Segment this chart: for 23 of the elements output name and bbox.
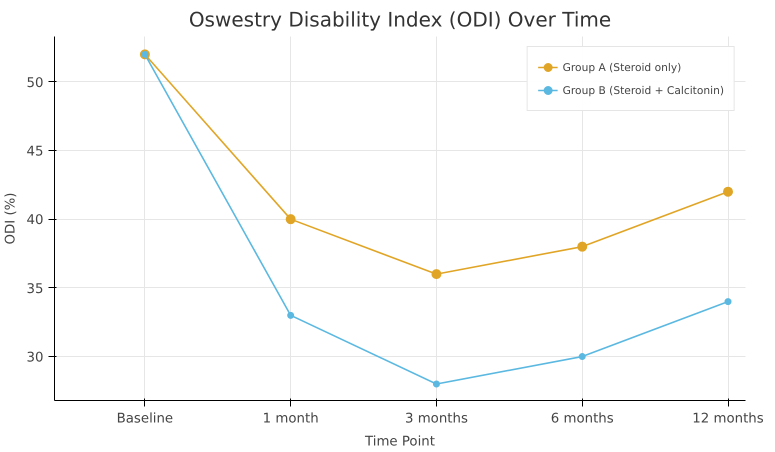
x-tick-label: 1 month xyxy=(262,412,319,426)
point xyxy=(287,312,294,319)
y-tick-label: 40 xyxy=(26,213,44,228)
x-tick-label: Baseline xyxy=(116,412,174,426)
x-tick-label: 3 months xyxy=(404,412,468,426)
y-tick-label: 35 xyxy=(26,282,44,297)
y-tick-label: 30 xyxy=(26,350,44,366)
point xyxy=(431,269,442,280)
point xyxy=(432,380,440,388)
y-axis-title: ODI (%) xyxy=(4,192,19,244)
point xyxy=(286,214,296,224)
x-axis-title: Time Point xyxy=(364,434,435,450)
y-tick-label: 50 xyxy=(26,76,44,91)
point xyxy=(723,186,734,197)
legend-label: Group B (Steroid + Calcitonin) xyxy=(562,84,724,96)
x-tick-label: 6 months xyxy=(550,412,614,426)
point xyxy=(577,242,588,252)
y-tick-label: 45 xyxy=(26,144,44,160)
legend-label: Group A (Steroid only) xyxy=(562,60,682,74)
point xyxy=(578,353,586,360)
x-tick-label: 12 months xyxy=(692,412,764,426)
point xyxy=(724,298,732,306)
chart-title: Oswestry Disability Index (ODI) Over Time xyxy=(188,8,612,32)
